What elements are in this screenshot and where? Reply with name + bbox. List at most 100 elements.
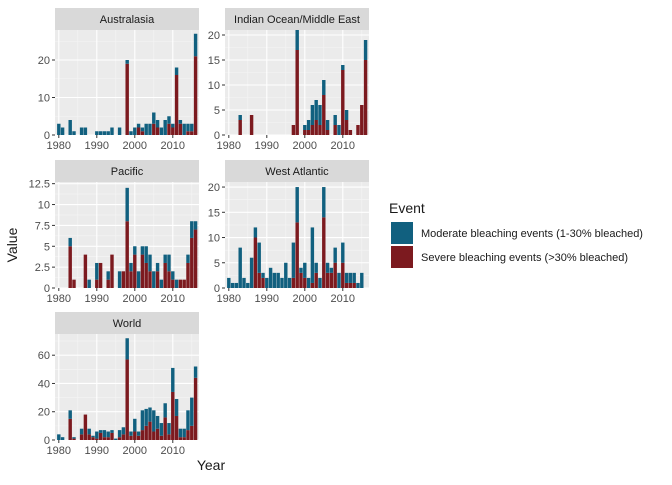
- bar-moderate-1994: [110, 430, 114, 433]
- bar-moderate-1990: [95, 131, 99, 135]
- bar-moderate-1996: [117, 430, 122, 438]
- bar-moderate-2005: [322, 187, 326, 218]
- bar-severe-2007: [329, 272, 334, 288]
- legend-key: [391, 246, 413, 268]
- bar-moderate-1981: [230, 282, 235, 288]
- bar-moderate-1999: [129, 131, 133, 135]
- bar-moderate-2005: [152, 271, 156, 288]
- bar-moderate-2013: [352, 272, 356, 283]
- bar-moderate-1983: [68, 120, 72, 135]
- bar-severe-2002: [140, 131, 145, 135]
- bar-moderate-1988: [257, 242, 261, 273]
- legend-title: Event: [389, 200, 425, 216]
- x-tick-label: 2010: [331, 140, 355, 152]
- bar-moderate-2015: [190, 397, 194, 426]
- bar-moderate-2011: [174, 399, 179, 416]
- bar-severe-1999: [129, 435, 133, 440]
- bar-moderate-1998: [125, 187, 129, 222]
- bar-moderate-2000: [133, 418, 137, 432]
- bar-moderate-2007: [159, 279, 164, 288]
- bar-severe-2011: [174, 415, 179, 440]
- facet-strip-label: West Atlantic: [265, 166, 329, 178]
- facet-strip-label: Pacific: [111, 166, 144, 178]
- bar-moderate-1997: [291, 242, 296, 278]
- bar-severe-1999: [129, 271, 133, 288]
- bar-moderate-2006: [325, 120, 330, 130]
- bar-severe-1987: [83, 414, 88, 440]
- facet-strip-label: Indian Ocean/Middle East: [234, 14, 360, 26]
- bar-moderate-2009: [337, 125, 341, 135]
- bar-severe-2002: [310, 282, 315, 288]
- x-tick-label: 2000: [123, 140, 147, 152]
- bar-moderate-2009: [167, 423, 171, 435]
- bar-moderate-2013: [182, 123, 186, 135]
- bar-moderate-1985: [246, 282, 250, 288]
- bar-moderate-2012: [178, 428, 183, 438]
- x-tick-label: 2000: [293, 293, 317, 305]
- bar-moderate-2008: [333, 247, 337, 263]
- bar-severe-1999: [299, 272, 303, 288]
- legend: Event Moderate bleaching events (1-30% bl…: [389, 200, 643, 268]
- bar-severe-2009: [167, 271, 171, 288]
- bar-severe-2013: [182, 437, 186, 440]
- bar-moderate-2003: [314, 100, 318, 120]
- y-tick-label: 20: [38, 407, 50, 419]
- bar-severe-2005: [322, 95, 326, 135]
- bar-severe-2006: [325, 130, 330, 135]
- bar-severe-2004: [148, 421, 152, 440]
- bar-moderate-1995: [114, 438, 118, 440]
- bar-moderate-1980: [57, 434, 61, 440]
- bar-severe-2012: [348, 282, 353, 288]
- bar-severe-2004: [148, 271, 152, 288]
- bar-moderate-2016: [193, 366, 198, 378]
- bar-moderate-2006: [155, 262, 160, 272]
- bar-moderate-2010: [171, 123, 175, 128]
- y-tick-label: 0: [214, 130, 220, 142]
- y-tick-label: 15: [208, 207, 220, 219]
- bar-moderate-2005: [152, 112, 156, 124]
- bar-moderate-2010: [341, 65, 345, 70]
- bar-severe-2002: [140, 430, 145, 440]
- bar-moderate-2004: [148, 123, 152, 135]
- bar-severe-2016: [193, 56, 198, 135]
- bar-moderate-1981: [60, 127, 65, 135]
- x-tick-label: 2010: [161, 445, 185, 457]
- bar-severe-2009: [167, 123, 171, 135]
- bar-severe-1987: [253, 237, 258, 288]
- bar-moderate-2009: [167, 116, 171, 124]
- bar-moderate-1988: [87, 428, 91, 435]
- bar-moderate-2002: [140, 127, 145, 132]
- x-tick-label: 1990: [255, 293, 279, 305]
- bar-moderate-2004: [148, 254, 152, 272]
- bar-moderate-2008: [163, 120, 167, 135]
- bar-moderate-2011: [344, 272, 349, 283]
- bar-moderate-1992: [272, 272, 277, 288]
- bar-moderate-2001: [136, 431, 141, 436]
- bar-moderate-1999: [129, 262, 133, 272]
- bar-moderate-2002: [140, 410, 145, 431]
- bar-severe-2006: [155, 428, 160, 440]
- bar-severe-2012: [348, 130, 353, 135]
- facet-strip-label: Australasia: [100, 14, 155, 26]
- bar-severe-1994: [110, 432, 114, 440]
- bar-moderate-2004: [148, 407, 152, 422]
- bar-moderate-1997: [121, 427, 126, 435]
- bar-moderate-2000: [133, 246, 137, 255]
- bar-moderate-2010: [171, 271, 175, 280]
- facet-strip: [55, 8, 199, 30]
- bar-moderate-1987: [253, 227, 258, 238]
- bar-severe-2015: [190, 425, 194, 440]
- bar-moderate-2014: [186, 410, 190, 431]
- bar-moderate-1999: [299, 267, 303, 273]
- bar-moderate-2007: [159, 127, 164, 135]
- bar-severe-2016: [193, 229, 198, 288]
- bar-severe-1983: [68, 418, 72, 440]
- bar-severe-2011: [174, 75, 179, 135]
- bar-severe-2009: [167, 434, 171, 440]
- bar-severe-1986: [249, 115, 254, 135]
- y-tick-label: 20: [208, 182, 220, 194]
- x-tick-label: 1980: [47, 445, 71, 457]
- bar-severe-1993: [106, 279, 110, 288]
- bar-severe-1998: [295, 222, 299, 288]
